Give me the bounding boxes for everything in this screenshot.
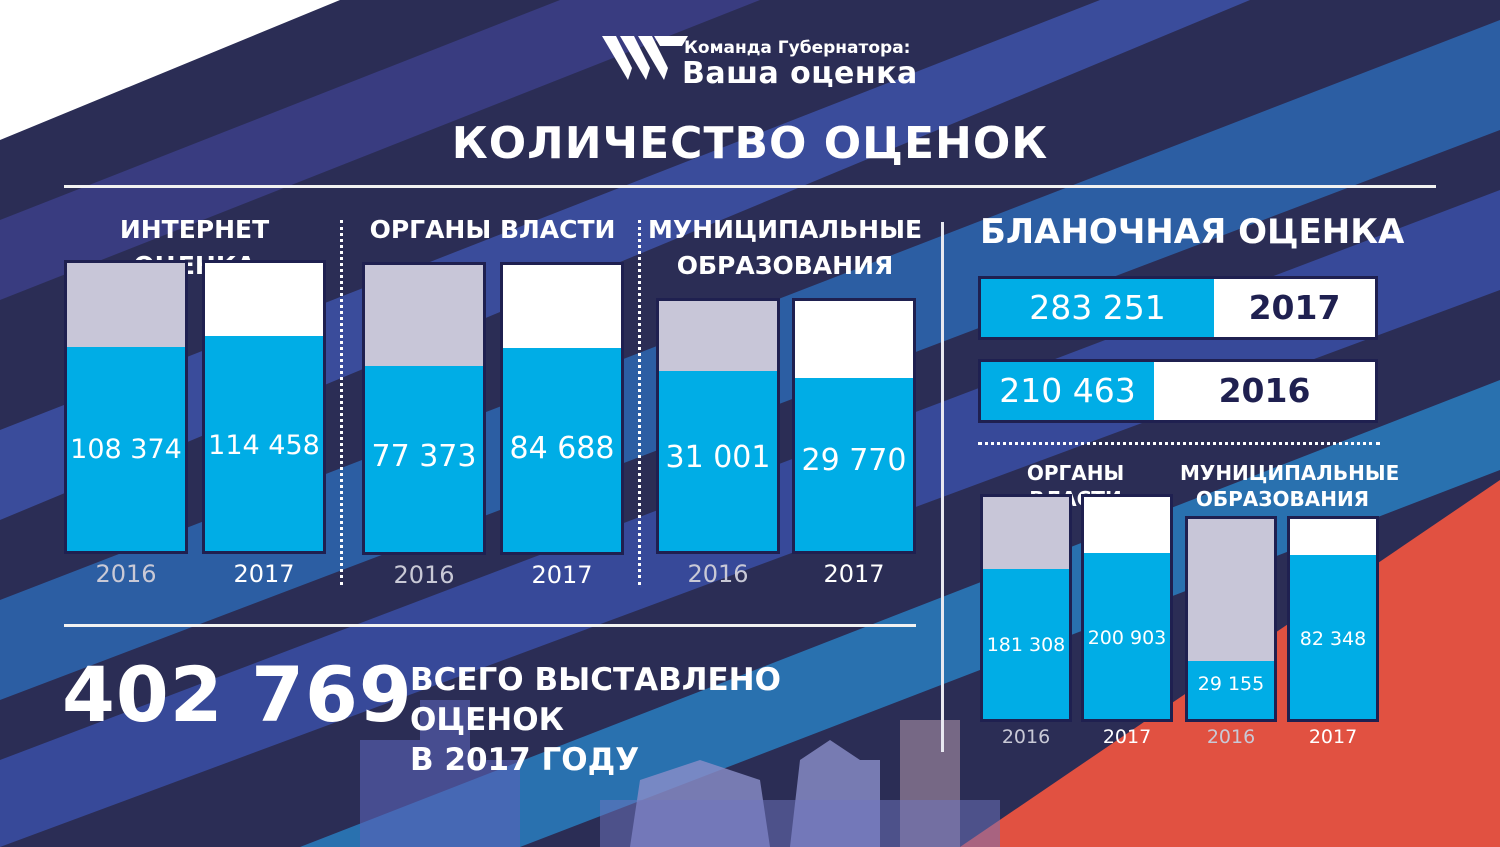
bar-category-label: 2017 xyxy=(823,560,885,588)
bar-2016: 108 374 xyxy=(64,260,188,554)
hbar-fill xyxy=(981,279,1214,337)
hbar-category-label: 2017 xyxy=(1248,288,1341,327)
bar-category-label: 2016 xyxy=(1206,726,1256,748)
bar-fill xyxy=(205,336,323,551)
bar-category-label: 2016 xyxy=(687,560,749,588)
logo-large-text: Ваша оценка xyxy=(682,56,918,91)
bar-2016: 31 001 xyxy=(656,298,780,554)
bar-value-label: 82 348 xyxy=(1299,628,1367,650)
bar-fill xyxy=(67,347,185,551)
bar-value-label: 31 001 xyxy=(665,440,771,475)
blank-section-title: БЛАНОЧНАЯ ОЦЕНКА xyxy=(980,212,1405,252)
bar-value-label: 108 374 xyxy=(70,434,182,465)
bar-fill xyxy=(1188,661,1274,719)
bar-category-label: 2016 xyxy=(95,560,157,588)
logo xyxy=(602,30,892,90)
bottom-divider xyxy=(64,624,916,627)
bar-category-label: 2017 xyxy=(531,561,593,589)
bar-fill xyxy=(795,378,913,551)
logo-mark-icon xyxy=(602,36,688,80)
group-title-municipal: МУНИЦИПАЛЬНЫЕ ОБРАЗОВАНИЯ xyxy=(645,212,925,284)
group-separator xyxy=(340,220,343,585)
hbar-2017: 283 251 2017 xyxy=(978,276,1378,340)
bar-2017: 84 688 xyxy=(500,262,624,555)
title-divider xyxy=(64,185,1436,188)
bar-category-label: 2016 xyxy=(1001,726,1051,748)
bar-2016: 77 373 xyxy=(362,262,486,555)
bar-2016: 181 308 xyxy=(980,494,1072,722)
total-label: ВСЕГО ВЫСТАВЛЕНО ОЦЕНОК В 2017 ГОДУ xyxy=(410,660,930,780)
bar-fill xyxy=(1084,553,1170,719)
bar-2017: 29 770 xyxy=(792,298,916,554)
section-divider xyxy=(941,222,944,752)
logo-small-text: Команда Губернатора: xyxy=(684,38,911,58)
hbar-value-label: 283 251 xyxy=(1029,288,1166,327)
bar-value-label: 29 770 xyxy=(801,443,907,478)
group-title-municipal-line1: МУНИЦИПАЛЬНЫЕ xyxy=(647,215,923,244)
bar-category-label: 2017 xyxy=(233,560,295,588)
page-title: КОЛИЧЕСТВО ОЦЕНОК xyxy=(451,118,1049,169)
bar-fill xyxy=(659,371,777,551)
bar-fill xyxy=(503,348,621,552)
group-title-blank-municipal-line1: МУНИЦИПАЛЬНЫЕ xyxy=(1180,461,1400,485)
bar-2017: 82 348 xyxy=(1287,516,1379,722)
bar-value-label: 181 308 xyxy=(986,634,1066,656)
bar-2017: 114 458 xyxy=(202,260,326,554)
blank-separator xyxy=(978,442,1380,445)
group-title-blank-municipal-line2: ОБРАЗОВАНИЯ xyxy=(1195,487,1370,511)
bar-value-label: 200 903 xyxy=(1087,627,1167,649)
bar-value-label: 84 688 xyxy=(509,431,615,466)
group-separator xyxy=(638,220,641,585)
bar-category-label: 2017 xyxy=(1102,726,1152,748)
total-value: 402 769 xyxy=(62,650,413,739)
hbar-category-label: 2016 xyxy=(1218,371,1311,410)
bar-fill xyxy=(1290,555,1376,719)
bar-2017: 200 903 xyxy=(1081,494,1173,722)
group-title-blank-municipal: МУНИЦИПАЛЬНЫЕ ОБРАЗОВАНИЯ xyxy=(1180,460,1400,512)
bar-fill xyxy=(365,366,483,552)
bar-fill xyxy=(983,569,1069,719)
group-title-municipal-line2: ОБРАЗОВАНИЯ xyxy=(676,251,894,280)
bar-category-label: 2017 xyxy=(1308,726,1358,748)
total-label-line1: ВСЕГО ВЫСТАВЛЕНО ОЦЕНОК xyxy=(410,662,781,738)
bar-value-label: 77 373 xyxy=(371,439,477,474)
hbar-value-label: 210 463 xyxy=(999,371,1136,410)
group-title-authorities: ОРГАНЫ ВЛАСТИ xyxy=(369,215,616,244)
bar-value-label: 29 155 xyxy=(1197,673,1265,695)
bar-2016: 29 155 xyxy=(1185,516,1277,722)
bar-category-label: 2016 xyxy=(393,561,455,589)
hbar-2016: 210 463 2016 xyxy=(978,359,1378,423)
total-label-line2: В 2017 ГОДУ xyxy=(410,742,640,778)
hbar-fill xyxy=(981,362,1154,420)
bar-value-label: 114 458 xyxy=(208,430,320,461)
